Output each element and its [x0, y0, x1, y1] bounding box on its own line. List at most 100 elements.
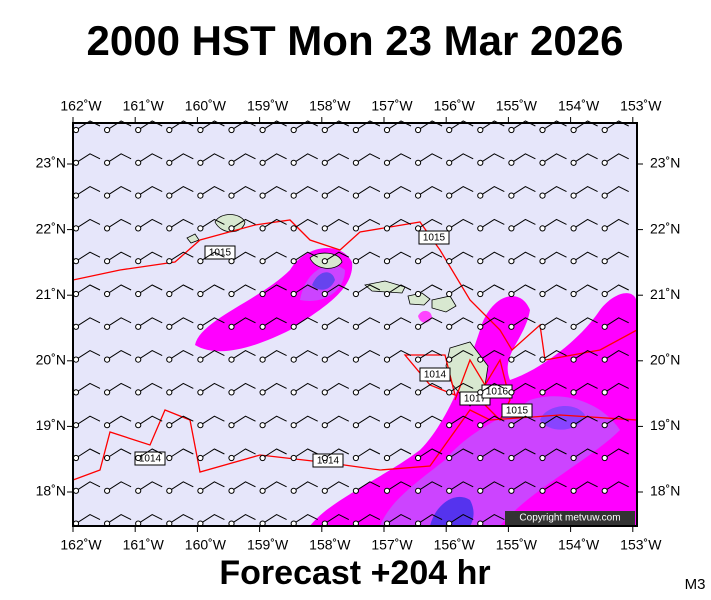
wind-barb	[417, 251, 443, 262]
station	[601, 422, 608, 429]
wind-barb	[200, 186, 225, 197]
lon-label: 161˚W	[123, 98, 165, 114]
station	[321, 356, 328, 363]
station	[290, 454, 297, 462]
wind-barb	[573, 251, 598, 262]
station	[72, 159, 80, 166]
wind-barb	[573, 186, 598, 197]
station	[197, 454, 204, 462]
wind-barb	[75, 448, 101, 459]
wind-barb	[355, 120, 381, 131]
station	[601, 356, 608, 363]
station	[104, 389, 111, 396]
station	[508, 422, 515, 429]
lon-label: 153˚W	[620, 537, 662, 553]
wind-barb	[542, 153, 567, 164]
station	[259, 422, 266, 429]
wind-barb	[137, 186, 163, 197]
wind-barb	[231, 415, 256, 426]
station	[570, 225, 577, 232]
station	[197, 323, 204, 330]
wind-barb	[324, 481, 350, 492]
wind-barb	[262, 153, 287, 164]
wind-barb	[200, 153, 225, 164]
wind-barb	[542, 317, 567, 328]
station	[570, 356, 577, 363]
station	[321, 126, 328, 134]
station	[477, 356, 484, 363]
station	[321, 323, 328, 330]
wind-barb	[262, 481, 287, 492]
station	[383, 192, 391, 199]
isobar-label: 1014	[317, 456, 340, 467]
station	[259, 356, 266, 363]
wind-barb	[231, 251, 256, 262]
wind-barb	[480, 120, 505, 131]
station	[259, 225, 266, 232]
lat-label: 22˚N	[650, 220, 680, 236]
lat-label: 23˚N	[650, 155, 680, 171]
wind-barb	[573, 448, 598, 459]
station	[352, 192, 359, 199]
station	[72, 454, 80, 462]
wind-barb	[511, 481, 536, 492]
station	[352, 323, 359, 330]
station	[259, 290, 266, 298]
station	[539, 159, 546, 166]
wind-barb	[511, 317, 536, 328]
station	[477, 487, 484, 494]
lon-label: 161˚W	[123, 537, 165, 553]
lon-label: 162˚W	[60, 537, 102, 553]
wind-barb	[417, 481, 443, 492]
station	[166, 454, 173, 462]
lon-label: 158˚W	[309, 537, 351, 553]
wind-barb	[511, 415, 536, 426]
wind-barb	[324, 514, 350, 525]
wind-barb	[417, 448, 443, 459]
wind-barb	[293, 382, 318, 393]
lon-label: 155˚W	[496, 98, 538, 114]
station	[135, 159, 142, 166]
wind-barb	[448, 284, 474, 295]
station	[166, 422, 173, 429]
wind-barb	[355, 251, 381, 262]
station	[352, 487, 359, 494]
wind-barb	[106, 415, 132, 426]
station	[72, 487, 80, 494]
station	[321, 225, 328, 232]
wind-barb	[386, 120, 412, 131]
station	[135, 389, 142, 396]
wind-barb	[386, 382, 412, 393]
station	[290, 159, 297, 166]
isobar-label-box	[501, 403, 533, 418]
station	[135, 454, 142, 462]
wind-barb	[106, 251, 132, 262]
station	[259, 126, 266, 134]
wind-barb	[511, 350, 536, 361]
station	[166, 290, 173, 298]
wind-barb	[75, 514, 101, 525]
map-frame	[72, 122, 638, 527]
wind-barb	[604, 448, 629, 459]
axis-labels: 162˚W 162˚W 161˚W 161˚W 160˚W 160˚W 159˚W 159˚W…	[36, 98, 681, 553]
station	[321, 389, 328, 396]
station	[446, 323, 453, 330]
wind-barb	[386, 284, 412, 295]
station	[72, 422, 80, 429]
wind-barb	[137, 514, 163, 525]
wind-barb	[262, 350, 287, 361]
wind-barb	[386, 514, 412, 525]
station	[570, 323, 577, 330]
station	[601, 454, 608, 462]
copyright: Copyright metvuw.com	[519, 513, 620, 524]
station	[72, 126, 80, 134]
wind-barb	[480, 448, 505, 459]
station	[539, 356, 546, 363]
wind-barb	[448, 481, 474, 492]
wind-barb	[137, 448, 163, 459]
wind-barb	[511, 120, 536, 131]
station	[290, 290, 297, 298]
wind-barb	[262, 186, 287, 197]
wind-barb	[573, 284, 598, 295]
isobar-label: 1016	[486, 387, 509, 398]
